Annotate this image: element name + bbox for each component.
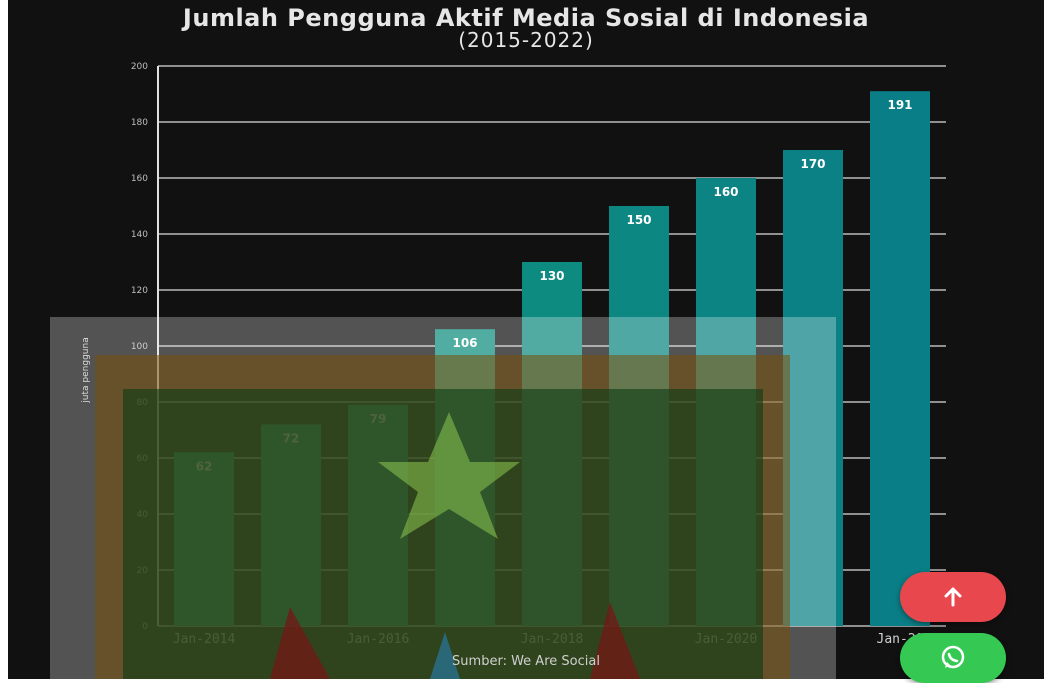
data-label: 106 [452,336,477,350]
y-tick-label: 80 [137,398,149,408]
whatsapp-button[interactable] [900,633,1006,683]
y-tick-label: 60 [137,454,149,464]
bar-jan-2022 [870,91,930,626]
bar-jan-2021 [783,150,843,626]
y-tick-label: 160 [131,174,148,184]
bar-jan-2019 [609,206,669,626]
bar-jan-2017 [435,329,495,626]
bar-jan-2016 [348,404,408,626]
data-label: 160 [713,185,738,199]
y-tick-label: 140 [131,230,148,240]
x-tick-label: Jan-2020 [695,632,758,647]
y-tick-label: 100 [131,342,148,352]
bars [174,91,930,626]
y-tick-label: 0 [142,622,148,632]
data-label: 170 [800,157,825,171]
scroll-to-top-button[interactable] [900,572,1006,622]
x-axis-ticks: Jan-2014 Jan-2016 Jan-2018 Jan-2020 Jan-20 [173,632,924,647]
chart-subtitle: (2015-2022) [458,28,594,52]
data-label: 79 [370,412,387,426]
y-tick-label: 180 [131,118,148,128]
chart-title: Jumlah Pengguna Aktif Media Sosial di In… [182,4,870,32]
bar-jan-2015 [261,424,321,626]
chart-frame: Jumlah Pengguna Aktif Media Sosial di In… [8,0,1044,679]
bar-jan-2020 [696,178,756,626]
arrow-up-icon [944,587,962,607]
bar-jan-2018 [522,262,582,626]
y-tick-label: 200 [131,62,148,72]
y-axis-label: juta pengguna [81,337,91,403]
data-label: 72 [283,431,300,445]
bar-chart: 0 20 40 60 80 100 120 140 160 180 200 62 72 79 106 130… [81,62,946,647]
whatsapp-icon [941,645,965,669]
data-label: 150 [626,213,651,227]
x-tick-label: Jan-2018 [521,632,584,647]
y-axis-ticks: 0 20 40 60 80 100 120 140 160 180 200 [131,62,148,632]
bar-jan-2014 [174,452,234,626]
chart-source: Sumber: We Are Social [452,654,600,669]
x-tick-label: Jan-2014 [173,632,236,647]
data-label: 130 [539,269,564,283]
x-tick-label: Jan-2016 [347,632,410,647]
y-tick-label: 20 [137,566,149,576]
y-tick-label: 120 [131,286,148,296]
data-label: 62 [196,459,213,473]
data-label: 191 [887,98,912,112]
y-tick-label: 40 [137,510,149,520]
